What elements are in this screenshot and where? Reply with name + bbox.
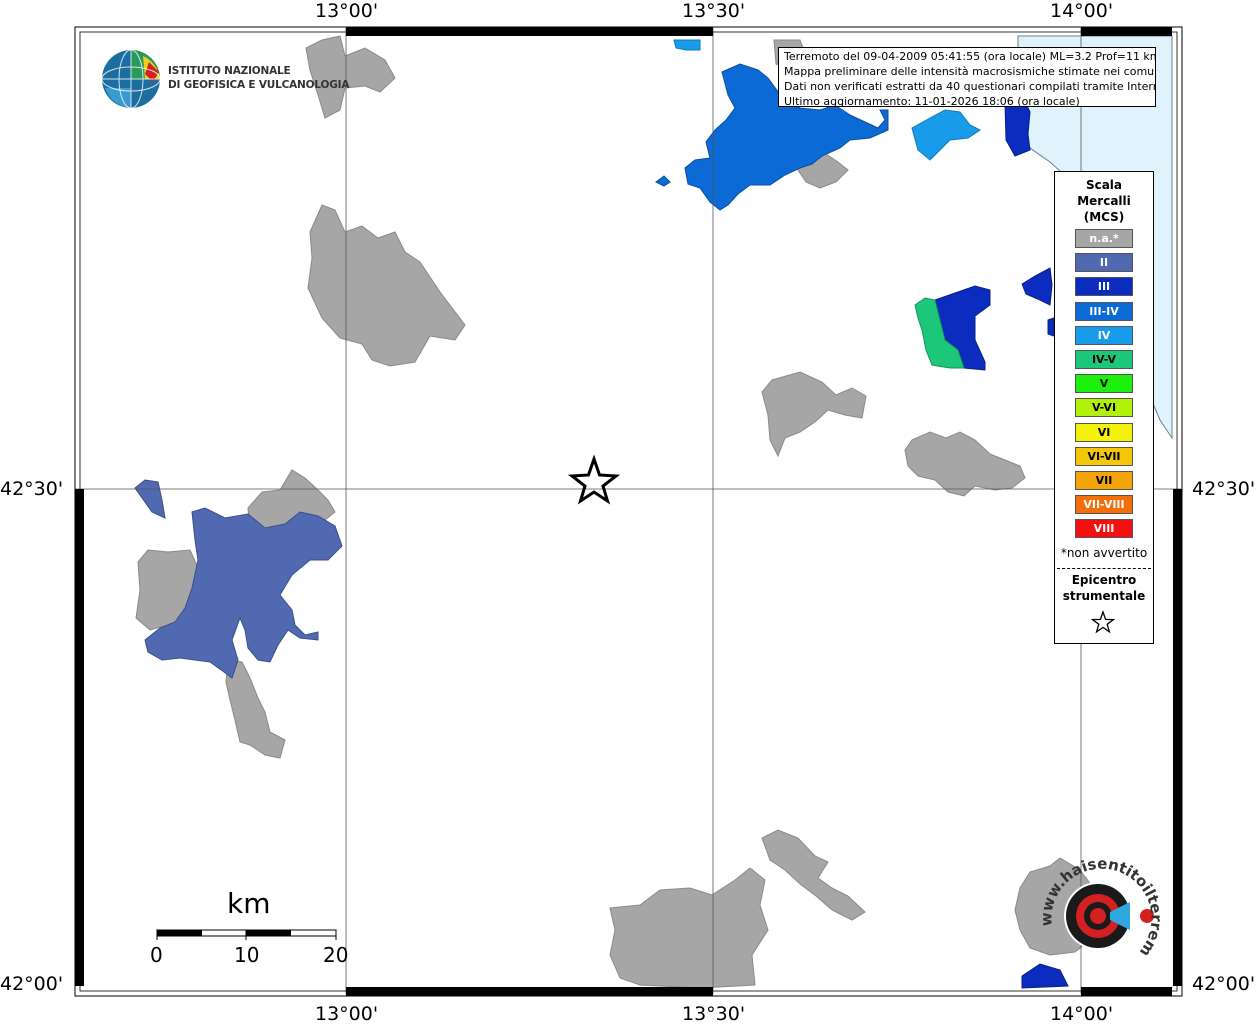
ingv-org-line1: ISTITUTO NAZIONALE	[168, 65, 291, 77]
ingv-org-line2: DI GEOFISICA E VULCANOLOGIA	[168, 79, 350, 91]
legend-epicenter-star-icon	[1091, 610, 1115, 634]
map-frame	[74, 26, 1183, 997]
ingv-globe-logo	[101, 49, 161, 109]
legend-epicenter-label: Epicentro strumentale	[1055, 572, 1153, 604]
legend-item-vvi: V-VI	[1075, 398, 1133, 418]
event-info-line4: Ultimo aggiornamento: 11-01-2026 18:06 (…	[784, 95, 1080, 107]
legend-title: Scala Mercalli (MCS)	[1055, 177, 1153, 225]
event-info-line2: Mappa preliminare delle intensità macros…	[784, 65, 1156, 78]
scale-bar-label-10: 10	[234, 943, 260, 967]
legend-title-line2: Mercalli	[1077, 194, 1131, 208]
legend-title-line1: Scala	[1085, 178, 1123, 192]
legend-item-ii: II	[1075, 253, 1133, 273]
legend-item-v: V	[1075, 374, 1133, 394]
legend-item-ivv: IV-V	[1075, 350, 1133, 369]
lon-tick-top-1300: 13°00'	[315, 0, 379, 22]
legend-item-iii: III	[1075, 277, 1133, 297]
legend-item-vii: VII	[1075, 471, 1133, 490]
legend-separator	[1057, 568, 1151, 569]
lon-tick-bottom-1400: 14°00'	[1050, 1003, 1114, 1025]
legend-item-vivii: VI-VII	[1075, 446, 1133, 466]
lon-tick-bottom-1300: 13°00'	[315, 1003, 379, 1025]
scale-bar	[156, 929, 337, 940]
scale-bar-label-20: 20	[323, 943, 349, 967]
lat-tick-left-4200: 42°00'	[0, 973, 64, 995]
municipalities-intensity-III-IV	[655, 63, 889, 211]
scale-bar-title: km	[227, 887, 271, 920]
legend-item-na: n.a.*	[1075, 229, 1133, 248]
mcs-legend: Scala Mercalli (MCS) n.a.* II III III-IV IV I…	[1054, 171, 1154, 644]
map-area	[75, 27, 1182, 996]
event-info-box: Terremoto del 09-04-2009 05:41:55 (ora l…	[778, 47, 1156, 107]
municipalities-not-felt	[135, 35, 1101, 989]
legend-item-iv: IV	[1075, 325, 1133, 345]
legend-item-iiiiv: III-IV	[1075, 301, 1133, 321]
ingv-org-name: ISTITUTO NAZIONALE DI GEOFISICA E VULCAN…	[168, 64, 349, 92]
legend-title-line3: (MCS)	[1083, 210, 1125, 224]
legend-epicenter-line2: strumentale	[1062, 589, 1146, 603]
legend-epicenter-line1: Epicentro	[1071, 573, 1137, 587]
scale-bar-label-0: 0	[150, 943, 163, 967]
event-info-line1: Terremoto del 09-04-2009 05:41:55 (ora l…	[784, 50, 1156, 63]
legend-item-vi: VI	[1075, 422, 1133, 442]
lon-tick-top-1330: 13°30'	[682, 0, 746, 22]
lat-tick-right-4200: 42°00'	[1192, 973, 1256, 995]
lon-tick-top-1400: 14°00'	[1050, 0, 1114, 22]
event-info-line3: Dati non verificati estratti da 40 quest…	[784, 80, 1156, 93]
epicenter-star	[567, 454, 621, 505]
municipalities-intensity-IV-V	[914, 297, 965, 369]
municipalities-intensity-IV	[673, 39, 981, 161]
legend-item-viii: VIII	[1075, 519, 1133, 539]
lat-tick-left-4230: 42°30'	[0, 478, 64, 500]
legend-note: *non avvertito	[1060, 546, 1148, 560]
lon-tick-bottom-1330: 13°30'	[682, 1003, 746, 1025]
municipalities-intensity-III	[934, 95, 1069, 989]
haisentito-logo: www.haisentitoilterremoto.it	[1030, 856, 1166, 960]
lat-tick-right-4230: 42°30'	[1192, 478, 1256, 500]
municipalities-intensity-II	[134, 479, 343, 679]
legend-item-viiviii: VII-VIII	[1075, 495, 1133, 515]
